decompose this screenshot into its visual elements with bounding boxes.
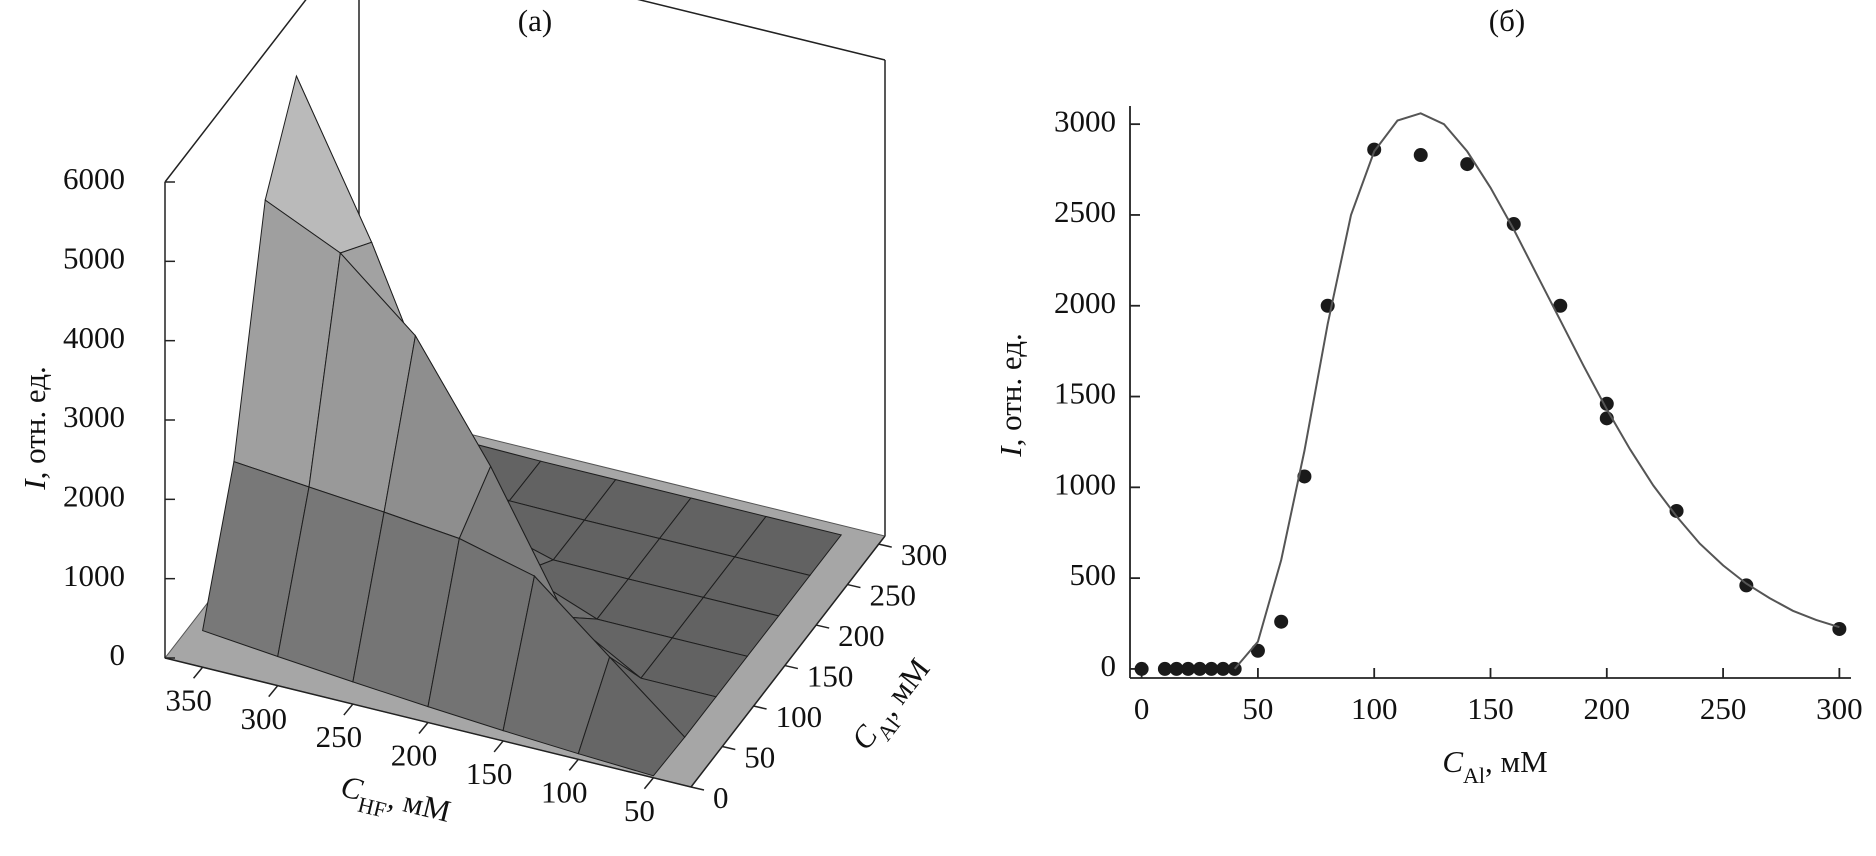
y-tick-label: 100 [776, 699, 823, 734]
axis-label: I, отн. ед. [17, 366, 52, 490]
y-tick-label: 1000 [1054, 466, 1116, 501]
axis-label: CHF, мМ [335, 768, 454, 837]
y-tick-label: 150 [807, 659, 854, 694]
y-tick [847, 583, 861, 589]
box-edge [637, 0, 886, 61]
surface-cell [577, 656, 686, 777]
z-tick-label: 6000 [63, 161, 125, 196]
x-tick [343, 703, 354, 716]
y-tick [690, 786, 705, 791]
panel-title: (а) [518, 3, 552, 38]
label-subscript: Al [1463, 763, 1485, 788]
data-point [1553, 298, 1568, 313]
x-tick [192, 666, 204, 679]
y-tick [753, 705, 767, 710]
x-tick-label: 100 [541, 774, 588, 809]
y-tick-label: 3000 [1054, 103, 1116, 138]
label-unit: , мМ [870, 652, 936, 723]
box-edge [690, 535, 886, 788]
x-tick-label: 150 [466, 756, 513, 791]
y-tick [815, 624, 830, 629]
data-point [1274, 614, 1289, 629]
data-point [1250, 643, 1265, 658]
x-tick-label: 50 [1242, 691, 1273, 726]
x-tick-label: 250 [1700, 691, 1747, 726]
y-tick-label: 250 [869, 578, 916, 613]
z-tick-label: 0 [110, 637, 126, 672]
x-tick-label: 200 [1584, 691, 1631, 726]
label-unit: , отн. ед. [993, 333, 1028, 446]
x-tick [568, 758, 579, 771]
data-point [1832, 621, 1847, 636]
y-tick-label: 0 [713, 780, 729, 815]
data-point [1192, 661, 1207, 676]
panel-title: (б) [1489, 3, 1525, 38]
x-tick-label: 0 [1134, 691, 1150, 726]
data-point [1169, 661, 1184, 676]
y-tick [722, 745, 736, 751]
z-tick-label: 1000 [63, 558, 125, 593]
data-point [1204, 661, 1219, 676]
y-tick-label: 200 [838, 618, 885, 653]
y-tick-label: 300 [901, 537, 948, 572]
data-point [1157, 661, 1172, 676]
x-tick-label: 50 [624, 793, 655, 828]
x-tick-label: 150 [1467, 691, 1514, 726]
box-edge [164, 0, 307, 183]
x-tick-label: 300 [1816, 691, 1863, 726]
y-tick-label: 1500 [1054, 376, 1116, 411]
x-tick-label: 100 [1351, 691, 1398, 726]
x-tick [643, 777, 655, 790]
data-point [1216, 661, 1231, 676]
x-tick-label: 200 [391, 738, 438, 773]
x-tick-label: 350 [165, 682, 212, 717]
label-unit: , мМ [1485, 744, 1548, 779]
y-tick-label: 50 [744, 740, 775, 775]
axis-label: I, отн. ед. [993, 333, 1028, 457]
label-symbol: I [993, 445, 1028, 458]
y-tick-label: 500 [1070, 557, 1117, 592]
data-point [1506, 217, 1521, 232]
axis-label: CAl, мМ [844, 652, 943, 762]
x-tick [268, 685, 279, 698]
axis-label: CAl, мМ [1442, 744, 1547, 787]
y-tick [878, 543, 892, 548]
z-tick-label: 2000 [63, 478, 125, 513]
z-tick-label: 3000 [63, 399, 125, 434]
y-tick [784, 664, 799, 670]
label-unit: , мМ [385, 780, 454, 829]
data-point [1134, 661, 1149, 676]
x-tick-label: 300 [240, 701, 287, 736]
data-point [1460, 157, 1475, 172]
data-point [1181, 661, 1196, 676]
data-point [1413, 148, 1428, 163]
data-point [1669, 503, 1684, 518]
data-point [1297, 469, 1312, 484]
y-tick-label: 0 [1101, 648, 1117, 683]
label-symbol: I [17, 478, 52, 491]
x-tick [418, 722, 429, 734]
y-tick-label: 2500 [1054, 194, 1116, 229]
label-subscript: HF [356, 791, 389, 822]
fit-curve [1233, 112, 1840, 670]
x-tick-label: 250 [316, 719, 363, 754]
y-tick-label: 2000 [1054, 285, 1116, 320]
z-tick-label: 5000 [63, 240, 125, 275]
label-symbol: C [1442, 744, 1463, 779]
z-tick-label: 4000 [63, 320, 125, 355]
data-point [1599, 396, 1614, 411]
x-tick [493, 740, 504, 753]
label-unit: , отн. ед. [17, 366, 52, 479]
